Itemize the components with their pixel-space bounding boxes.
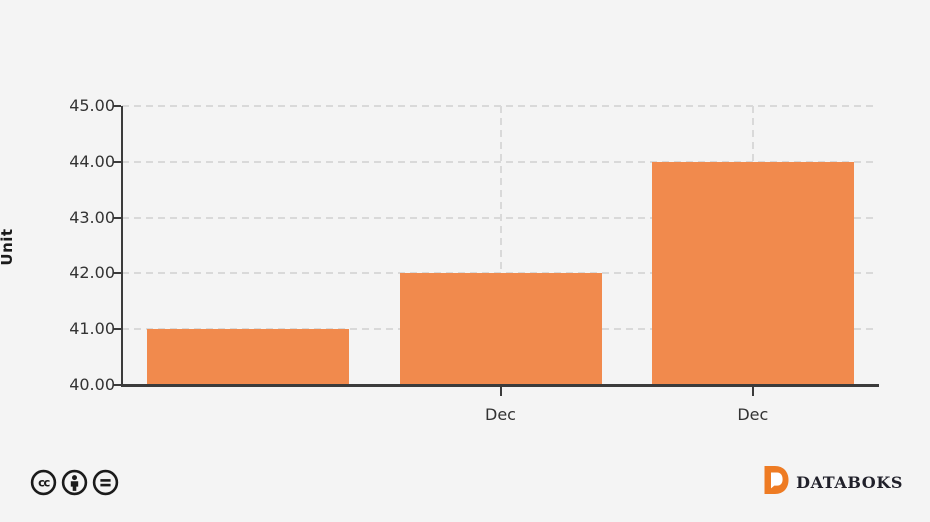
y-tick-mark: [113, 384, 121, 386]
y-tick-label: 45.00: [69, 96, 115, 115]
y-tick-label: 44.00: [69, 151, 115, 171]
brand-name: DATABOKS: [796, 472, 903, 492]
x-tick-mark: [499, 387, 502, 396]
no-derivatives-icon: [92, 469, 119, 496]
y-gridline: [122, 105, 876, 107]
y-tick-mark: [113, 160, 121, 163]
bar[interactable]: [651, 161, 854, 385]
svg-text:cc: cc: [38, 476, 50, 490]
y-tick-label: 40.00: [69, 375, 115, 394]
cc-icon: cc: [30, 469, 57, 496]
y-axis-title: Unit: [0, 228, 16, 266]
y-gridline: [122, 160, 876, 163]
y-tick-label: 41.00: [69, 319, 115, 339]
y-tick-label: 43.00: [69, 207, 115, 227]
databoks-logo-icon: [763, 466, 789, 498]
x-tick-mark: [751, 387, 754, 396]
y-tick-mark: [113, 105, 121, 107]
y-axis-line: [121, 106, 123, 386]
y-gridline: [122, 272, 876, 275]
bar[interactable]: [147, 329, 350, 385]
x-axis-line: [121, 384, 879, 387]
x-gridline: [499, 106, 502, 385]
x-tick-label: Dec: [485, 405, 516, 424]
x-tick-label: Dec: [737, 405, 769, 424]
bar[interactable]: [399, 273, 602, 385]
plot-area: [122, 105, 879, 385]
y-tick-mark: [113, 216, 121, 219]
brand-logo: DATABOKS: [763, 466, 903, 498]
y-tick-mark: [113, 272, 121, 275]
license-badges: cc: [30, 469, 119, 496]
y-tick-label: 42.00: [69, 263, 115, 283]
y-gridline: [122, 216, 876, 219]
y-tick-mark: [113, 328, 121, 331]
attribution-icon: [61, 469, 88, 496]
